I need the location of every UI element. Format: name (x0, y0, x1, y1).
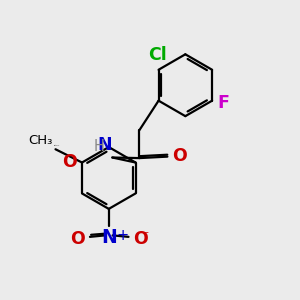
Text: +: + (116, 228, 128, 243)
Text: methoxy: methoxy (54, 145, 60, 146)
Text: CH₃: CH₃ (28, 134, 52, 147)
Text: O: O (62, 153, 77, 171)
Text: N: N (97, 136, 112, 154)
Text: O: O (172, 147, 187, 165)
Text: Cl: Cl (148, 46, 166, 64)
Text: O: O (133, 230, 148, 248)
Text: N: N (101, 228, 117, 247)
Text: F: F (218, 94, 229, 112)
Text: ⁻: ⁻ (141, 228, 150, 243)
Text: H: H (93, 139, 104, 154)
Text: O: O (70, 230, 85, 248)
